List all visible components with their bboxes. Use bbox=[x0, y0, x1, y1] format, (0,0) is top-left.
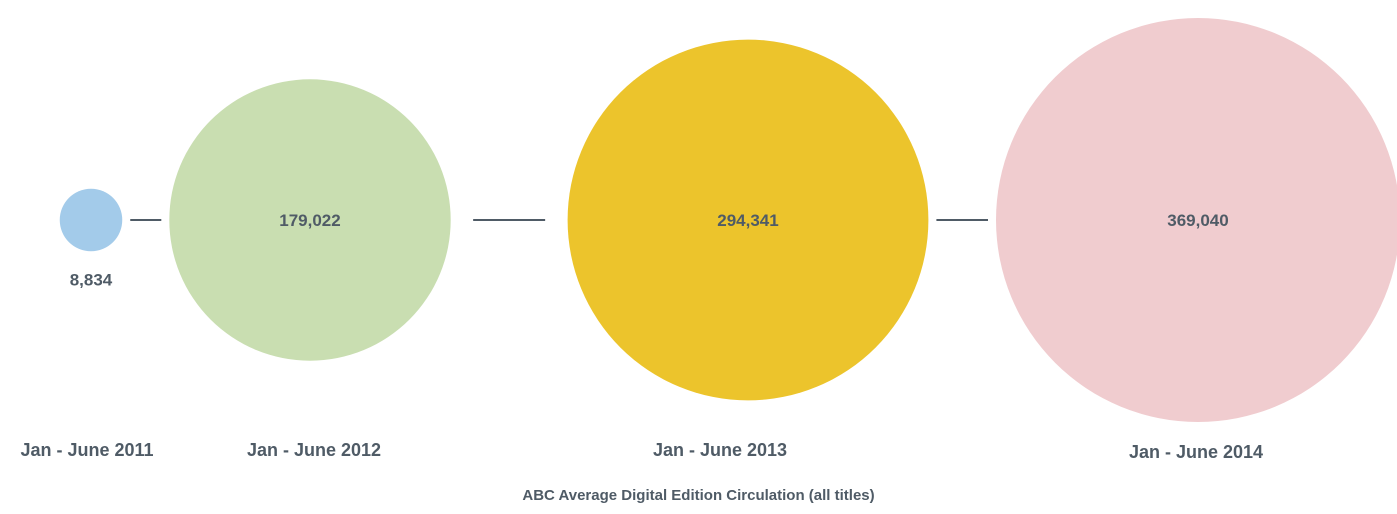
bubble bbox=[169, 79, 451, 361]
value-label: 8,834 bbox=[70, 270, 113, 289]
category-label: Jan - June 2014 bbox=[1129, 442, 1263, 462]
category-label: Jan - June 2011 bbox=[20, 440, 153, 460]
category-label: Jan - June 2012 bbox=[247, 440, 381, 460]
bubble bbox=[59, 188, 123, 252]
value-label: 179,022 bbox=[279, 211, 340, 230]
value-label: 294,341 bbox=[717, 211, 778, 230]
bubble bbox=[567, 39, 929, 401]
chart-title: ABC Average Digital Edition Circulation … bbox=[522, 487, 875, 504]
value-label: 369,040 bbox=[1167, 211, 1228, 230]
category-label-group: Jan - June 2011 Jan - June 2012 Jan - June… bbox=[20, 440, 1263, 462]
bubble bbox=[996, 18, 1397, 422]
value-label-group: 8,834 179,022 294,341 369,040 bbox=[70, 211, 1229, 289]
category-label: Jan - June 2013 bbox=[653, 440, 787, 460]
bubble-group bbox=[59, 18, 1397, 422]
